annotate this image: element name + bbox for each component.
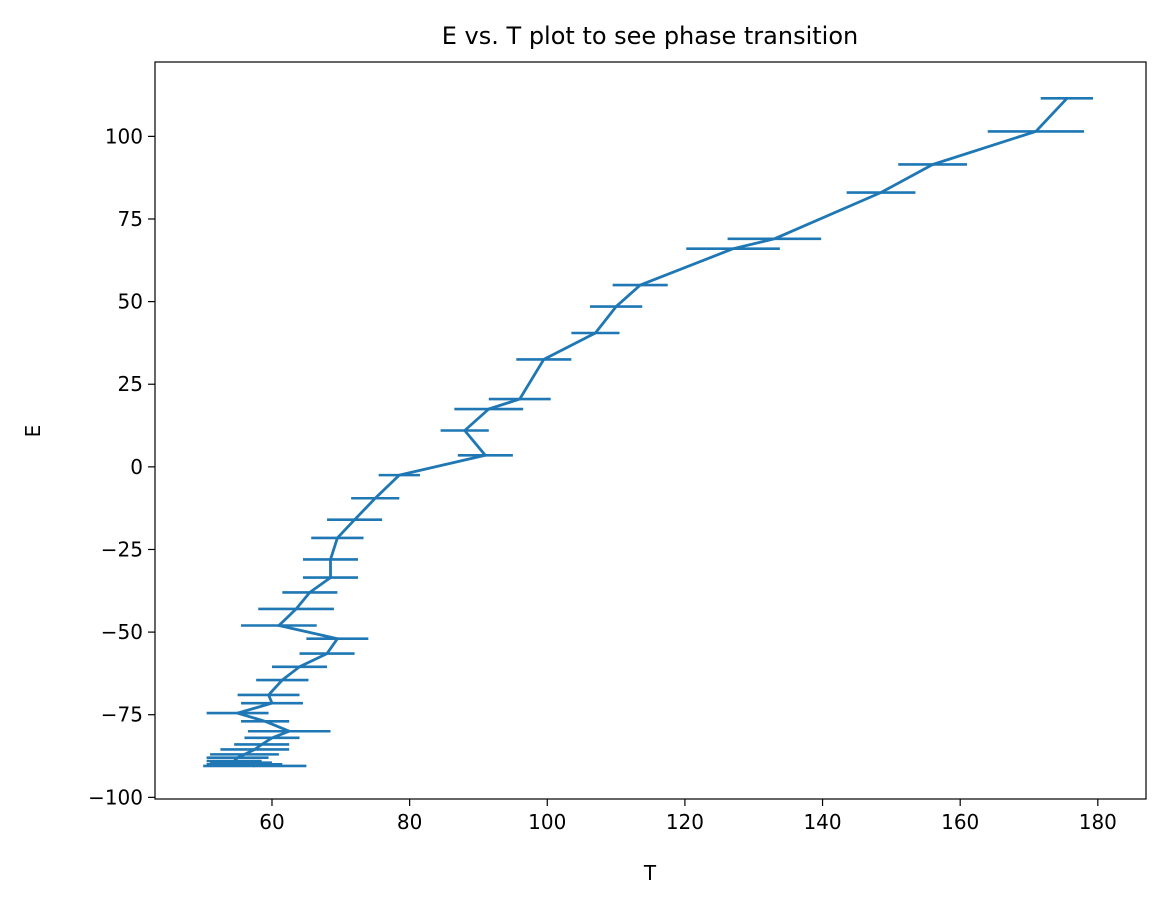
y-tick-label: −100 (88, 785, 143, 809)
plot-frame (154, 61, 1147, 800)
series-layer (203, 97, 1094, 768)
plot-background (155, 62, 1146, 799)
ticks-layer: 60 80 100 120 140 160 180 −100 −75 −50 −25 0 25 50 75 1… (88, 124, 1117, 834)
chart-title: E vs. T plot to see phase transition (442, 22, 858, 50)
x-tick-label: 80 (397, 810, 422, 834)
y-tick-label: 100 (105, 124, 143, 148)
y-tick-label: −50 (101, 620, 143, 644)
y-tick-label: −75 (101, 703, 143, 727)
plot-area (155, 62, 1146, 799)
y-tick-label: 75 (118, 207, 143, 231)
x-tick-label: 120 (666, 810, 704, 834)
series-line (232, 97, 1068, 768)
x-tick-label: 100 (528, 810, 566, 834)
x-axis-label: T (643, 861, 657, 885)
x-tick-label: 160 (941, 810, 979, 834)
x-tick-label: 140 (803, 810, 841, 834)
y-tick-label: 0 (130, 455, 143, 479)
y-tick-label: 50 (118, 290, 143, 314)
y-tick-label: −25 (101, 537, 143, 561)
x-tick-label: 60 (259, 810, 284, 834)
y-axis-label: E (21, 425, 45, 438)
y-tick-label: 25 (118, 372, 143, 396)
x-tick-label: 180 (1079, 810, 1117, 834)
